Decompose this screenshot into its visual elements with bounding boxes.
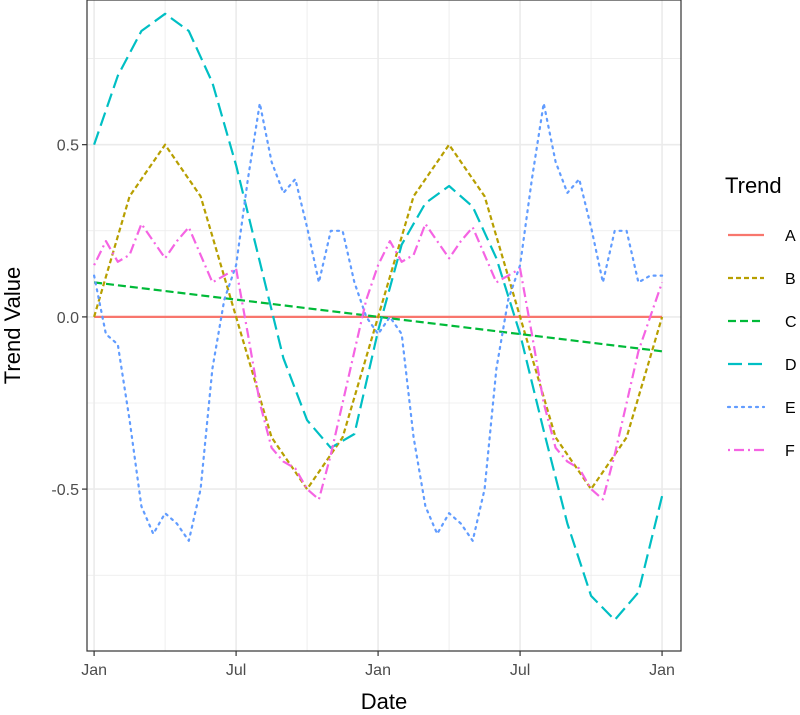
legend-label-D: D — [785, 357, 797, 374]
y-axis-ticks: -0.5 0.0 0.5 — [51, 138, 87, 499]
y-axis-title: Trend Value — [0, 267, 25, 384]
x-tick-label: Jul — [226, 662, 246, 679]
legend-title: Trend — [725, 173, 782, 198]
y-tick-label: 0.5 — [57, 138, 79, 155]
legend-label-C: C — [785, 314, 797, 331]
x-tick-label: Jan — [365, 662, 391, 679]
legend-label-B: B — [785, 271, 796, 288]
x-axis-ticks: Jan Jul Jan Jul Jan — [81, 651, 675, 679]
legend: Trend A B C D E F — [725, 173, 797, 460]
line-chart: Jan Jul Jan Jul Jan -0.5 0.0 0.5 Date Trend Va… — [0, 0, 800, 715]
x-axis-title: Date — [361, 689, 407, 714]
x-tick-label: Jan — [81, 662, 107, 679]
x-tick-label: Jul — [510, 662, 530, 679]
y-tick-label: -0.5 — [51, 482, 79, 499]
y-tick-label: 0.0 — [57, 310, 79, 327]
legend-label-E: E — [785, 400, 796, 417]
legend-label-F: F — [785, 443, 795, 460]
legend-label-A: A — [785, 228, 796, 245]
x-tick-label: Jan — [649, 662, 675, 679]
